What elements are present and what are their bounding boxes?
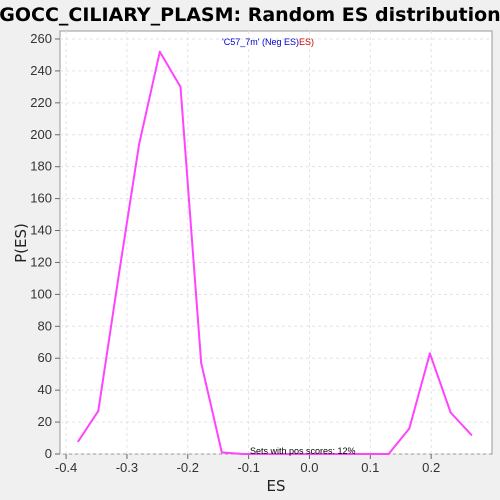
y-tick-label: 220 bbox=[30, 95, 52, 110]
legend-label-es: ES) bbox=[299, 37, 314, 47]
data-point bbox=[158, 50, 161, 53]
y-tick-label: 160 bbox=[30, 191, 52, 206]
data-point bbox=[97, 409, 100, 412]
x-tick-label: 0.1 bbox=[361, 460, 379, 475]
y-tick-label: 0 bbox=[45, 446, 52, 461]
series-layer bbox=[77, 50, 473, 455]
y-tick-label: 100 bbox=[30, 286, 52, 301]
y-tick-label: 260 bbox=[30, 31, 52, 46]
y-tick-label: 180 bbox=[30, 159, 52, 174]
x-tick-label: -0.4 bbox=[55, 460, 77, 475]
x-tick-label: -0.1 bbox=[237, 460, 259, 475]
data-point bbox=[220, 451, 223, 454]
data-point bbox=[449, 411, 452, 414]
chart-title: GOCC_CILIARY_PLASM: Random ES distributi… bbox=[0, 4, 500, 26]
plot-background bbox=[59, 30, 493, 455]
pos-scores-note: Sets with pos scores: 12% bbox=[250, 446, 356, 456]
x-tick-label: 0.0 bbox=[300, 460, 318, 475]
legend-label: 'C57_7m' (Neg ES)ES) bbox=[222, 37, 314, 47]
data-point bbox=[200, 362, 203, 365]
x-axis-label: ES bbox=[267, 477, 286, 495]
data-point bbox=[77, 440, 80, 443]
y-tick-label: 120 bbox=[30, 254, 52, 269]
data-point bbox=[179, 85, 182, 88]
y-tick-label: 200 bbox=[30, 127, 52, 142]
y-tick-label: 60 bbox=[38, 350, 52, 365]
axes: -0.4 -0.3 -0.2 -0.1 0.0 0.1 0.2 0 20 40 60 80 100 120… bbox=[30, 31, 440, 475]
es-distribution-line bbox=[77, 50, 473, 455]
data-point bbox=[241, 453, 244, 455]
data-point bbox=[408, 427, 411, 430]
x-tick-label: 0.2 bbox=[422, 460, 440, 475]
y-tick-label: 40 bbox=[38, 382, 52, 397]
y-tick-label: 80 bbox=[38, 318, 52, 333]
y-tick-label: 140 bbox=[30, 223, 52, 238]
data-point bbox=[470, 433, 473, 436]
y-axis-label: P(ES) bbox=[12, 223, 30, 263]
y-tick-label: 20 bbox=[38, 414, 52, 429]
legend-label-neg: 'C57_7m' (Neg ES) bbox=[222, 37, 299, 47]
data-point bbox=[118, 272, 121, 275]
x-tick-label: -0.2 bbox=[177, 460, 199, 475]
grid bbox=[60, 31, 492, 455]
data-point bbox=[428, 352, 431, 355]
data-point bbox=[387, 453, 390, 455]
x-tick-label: -0.3 bbox=[116, 460, 138, 475]
data-point bbox=[138, 143, 141, 146]
y-tick-label: 240 bbox=[30, 63, 52, 78]
